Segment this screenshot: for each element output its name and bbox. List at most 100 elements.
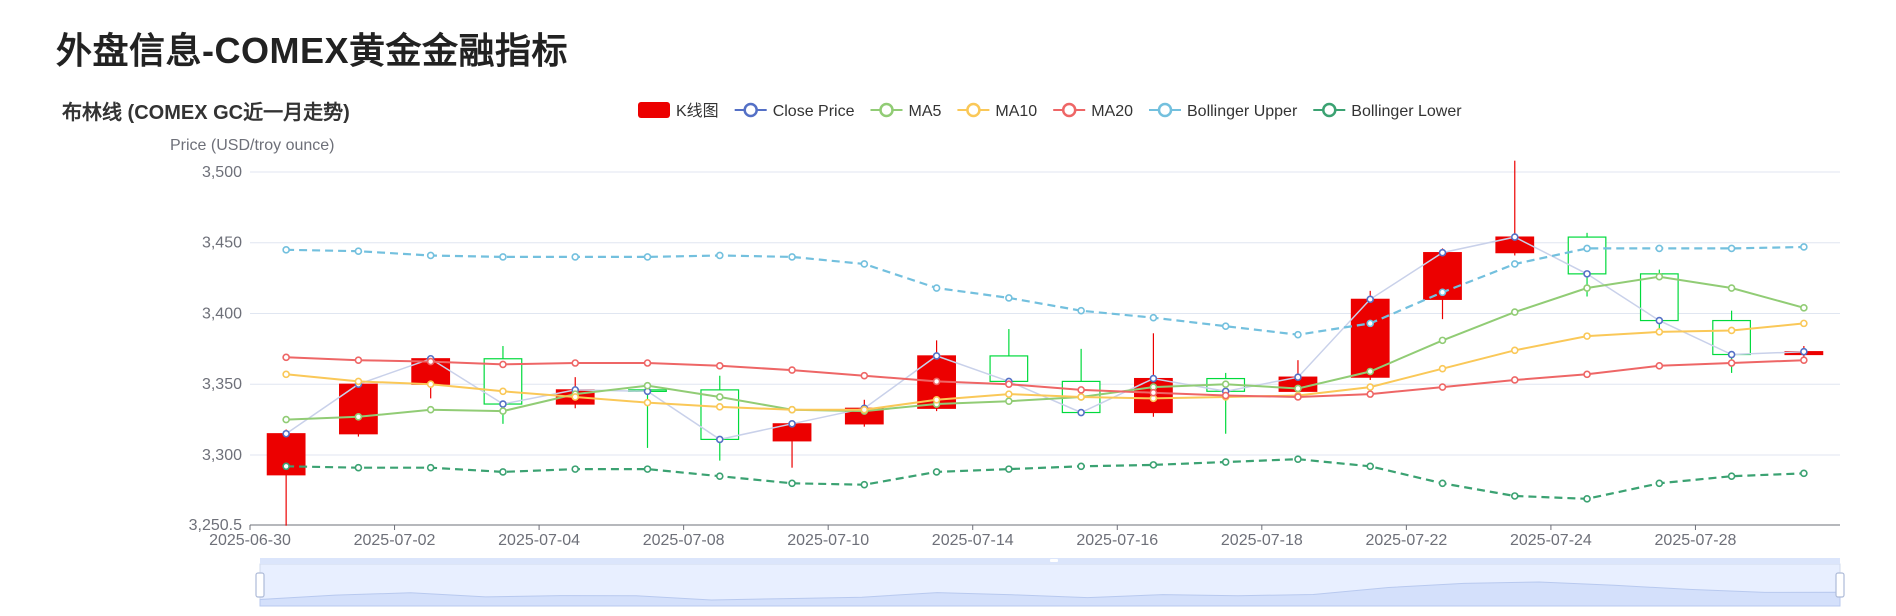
lower-point bbox=[1800, 469, 1808, 478]
legend-item-ma20[interactable]: MA20 bbox=[1053, 102, 1133, 120]
upper-point bbox=[571, 253, 580, 261]
candle bbox=[266, 429, 306, 526]
lower-point bbox=[426, 463, 435, 472]
candle bbox=[1495, 160, 1535, 256]
x-tick-label: 2025-07-18 bbox=[1221, 532, 1303, 549]
y-tick-label: 3,450 bbox=[202, 235, 242, 252]
x-tick-label: 2025-07-24 bbox=[1510, 532, 1592, 549]
ma10-line bbox=[286, 322, 1804, 411]
ma20-point bbox=[1800, 356, 1808, 364]
ma5-point bbox=[715, 393, 724, 401]
ma5-point bbox=[1294, 384, 1302, 393]
lower-point bbox=[1510, 492, 1519, 500]
close-point bbox=[1510, 233, 1519, 241]
ma5-point bbox=[1510, 308, 1519, 316]
ma20-point bbox=[1583, 370, 1591, 379]
ma10-point bbox=[1366, 383, 1375, 391]
candle bbox=[700, 375, 740, 461]
close-point bbox=[1149, 374, 1158, 383]
ma20-point bbox=[1077, 386, 1085, 394]
candle-body bbox=[1712, 319, 1751, 356]
datazoom-handle[interactable] bbox=[1835, 572, 1845, 598]
upper-point bbox=[282, 246, 290, 254]
lower-series bbox=[282, 455, 1808, 503]
ma5-point bbox=[1800, 304, 1808, 312]
legend-label: MA20 bbox=[1091, 103, 1133, 120]
upper-series bbox=[282, 243, 1808, 339]
candle bbox=[339, 381, 378, 437]
upper-point bbox=[1438, 288, 1447, 297]
ma5-point bbox=[282, 415, 290, 424]
datazoom-handle[interactable] bbox=[255, 572, 265, 598]
ma10-point bbox=[1583, 332, 1591, 340]
y-tick-label: 3,400 bbox=[202, 305, 242, 322]
ma20-point bbox=[1149, 388, 1158, 397]
upper-point bbox=[426, 251, 435, 260]
legend-label: MA10 bbox=[995, 103, 1037, 120]
close-point bbox=[788, 420, 796, 428]
legend-item-upper[interactable]: Bollinger Upper bbox=[1149, 102, 1298, 120]
legend-swatch-marker bbox=[879, 102, 894, 118]
legend-item-ma5[interactable]: MA5 bbox=[870, 102, 942, 120]
ma5-point bbox=[1221, 380, 1230, 389]
upper-point bbox=[1077, 306, 1085, 315]
ma20-point bbox=[860, 371, 869, 380]
lower-line bbox=[286, 458, 1804, 500]
ma10-point bbox=[1510, 346, 1519, 355]
legend[interactable]: K线图 Close Price MA5 MA10 MA20 Bollinger Upper… bbox=[638, 102, 1462, 120]
x-axis: 2025-06-30 2025-07-02 2025-07-04 2025-07-08… bbox=[209, 524, 1840, 549]
upper-point bbox=[1655, 244, 1664, 253]
lower-point bbox=[1077, 462, 1085, 471]
close-point bbox=[1727, 350, 1736, 359]
x-tick-label: 2025-07-28 bbox=[1655, 532, 1737, 549]
y-axis-name: Price (USD/troy ounce) bbox=[170, 137, 335, 154]
ma20-line bbox=[286, 356, 1804, 399]
upper-point bbox=[715, 251, 724, 260]
ma10-point bbox=[354, 377, 363, 386]
ma20-point bbox=[643, 359, 652, 367]
ma20-point bbox=[788, 366, 796, 374]
legend-swatch-marker bbox=[966, 102, 981, 118]
legend-swatch-marker bbox=[1061, 102, 1077, 118]
lower-point bbox=[1583, 495, 1591, 503]
upper-point bbox=[1800, 243, 1808, 251]
ma10-point bbox=[932, 395, 941, 404]
y-axis-ticks: 3,250.5 3,300 3,350 3,400 3,450 3,500 bbox=[189, 164, 242, 534]
ma10-point bbox=[1800, 319, 1808, 328]
lower-point bbox=[1438, 479, 1447, 488]
close-line bbox=[285, 236, 1804, 441]
datazoom-slider[interactable] bbox=[255, 558, 1845, 607]
candle-body bbox=[1639, 273, 1679, 322]
ma20-point bbox=[499, 360, 507, 369]
legend-item-close[interactable]: Close Price bbox=[734, 102, 855, 120]
y-tick-label: 3,300 bbox=[202, 447, 242, 464]
close-point bbox=[1077, 408, 1085, 417]
lower-point bbox=[643, 465, 652, 473]
lower-point bbox=[354, 463, 363, 472]
ma5-point bbox=[1366, 367, 1375, 376]
legend-item-lower[interactable]: Bollinger Lower bbox=[1313, 102, 1462, 120]
upper-point bbox=[788, 253, 796, 261]
x-tick-label: 2025-07-22 bbox=[1365, 532, 1447, 549]
close-point bbox=[1438, 248, 1447, 257]
lower-point bbox=[932, 468, 941, 476]
close-point bbox=[1366, 295, 1375, 304]
ma10-point bbox=[1077, 393, 1085, 401]
close-point bbox=[715, 435, 724, 444]
candle bbox=[772, 421, 812, 468]
lower-point bbox=[1294, 455, 1302, 464]
datazoom-grip[interactable] bbox=[1050, 559, 1058, 562]
lower-point bbox=[715, 472, 724, 480]
legend-item-ma10[interactable]: MA10 bbox=[957, 102, 1037, 120]
legend-item-kline[interactable]: K线图 bbox=[638, 102, 719, 120]
x-tick-label: 2025-07-14 bbox=[932, 532, 1014, 549]
ma5-point bbox=[643, 381, 652, 390]
close-point bbox=[1583, 270, 1591, 278]
close-point bbox=[1800, 347, 1808, 356]
upper-point bbox=[932, 284, 941, 292]
page-title: 外盘信息-COMEX黄金金融指标 bbox=[56, 30, 569, 71]
ma10-point bbox=[1727, 326, 1736, 335]
candle-body bbox=[339, 383, 378, 435]
lower-point bbox=[1149, 461, 1158, 469]
